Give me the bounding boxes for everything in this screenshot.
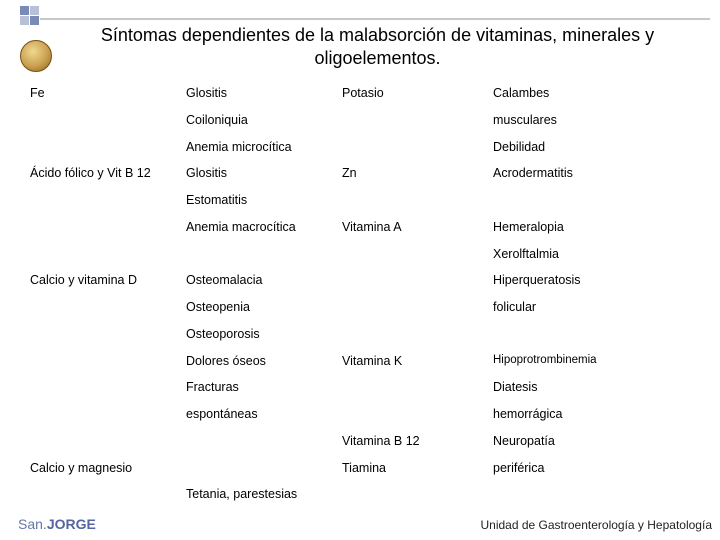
symptom: Hiperqueratosis <box>493 267 709 294</box>
symptom: Tetania, parestesias <box>186 481 342 508</box>
nutrient-label: Zn <box>342 160 493 187</box>
symptom: Osteopenia <box>186 294 342 321</box>
symptom: periférica <box>493 455 709 482</box>
logo-crest <box>20 40 52 72</box>
symptom: Coiloniquia <box>186 107 342 134</box>
footer-unit: Unidad de Gastroenterología y Hepatologí… <box>481 518 713 532</box>
nutrient-label: Ácido fólico y Vit B 12 <box>30 160 186 187</box>
symptom: Glositis <box>186 160 342 187</box>
symptom: Osteomalacia <box>186 267 342 294</box>
symptom: Glositis <box>186 80 342 107</box>
symptom: Hipoprotrombinemia <box>493 348 709 375</box>
symptom: Estomatitis <box>186 187 342 214</box>
nutrient-label: Calcio y magnesio <box>30 455 186 482</box>
symptom: Anemia microcítica <box>186 134 342 161</box>
symptom: folicular <box>493 294 709 321</box>
nutrient-label: Potasio <box>342 80 493 107</box>
symptom: Neuropatía <box>493 428 709 455</box>
nutrient-label: Vitamina A <box>342 214 493 241</box>
symptom: Anemia macrocítica <box>186 214 342 241</box>
symptom: Calambes <box>493 80 709 107</box>
footer-brand: San.JORGE <box>18 516 96 532</box>
symptom: Osteoporosis <box>186 321 342 348</box>
symptom: Fracturas <box>186 374 342 401</box>
page-title: Síntomas dependientes de la malabsorción… <box>55 24 700 69</box>
nutrient-label: Vitamina B 12 <box>342 428 493 455</box>
symptom: Dolores óseos <box>186 348 342 375</box>
symptom: Acrodermatitis <box>493 160 709 187</box>
symptom: espontáneas <box>186 401 342 428</box>
symptom: musculares <box>493 107 709 134</box>
symptom: Xerolftalmia <box>493 241 709 268</box>
symptom: Debilidad <box>493 134 709 161</box>
nutrient-label: Calcio y vitamina D <box>30 267 186 294</box>
nutrient-label: Vitamina K <box>342 348 493 375</box>
nutrient-label: Fe <box>30 80 186 107</box>
symptom: hemorrágica <box>493 401 709 428</box>
nutrient-label: Tiamina <box>342 455 493 482</box>
symptoms-table: Fe Glositis Potasio Calambes Coiloniquia… <box>30 80 708 510</box>
symptom: Hemeralopia <box>493 214 709 241</box>
symptom: Diatesis <box>493 374 709 401</box>
